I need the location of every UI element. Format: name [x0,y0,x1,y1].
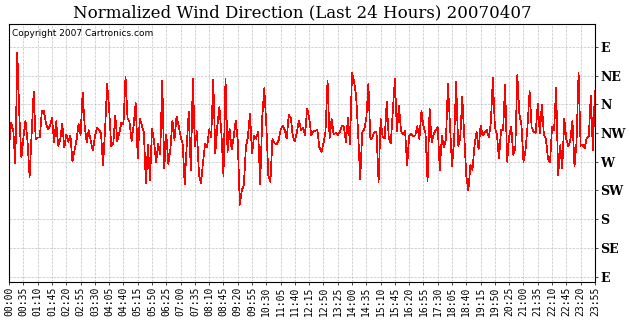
Title: Normalized Wind Direction (Last 24 Hours) 20070407: Normalized Wind Direction (Last 24 Hours… [72,4,531,21]
Text: Copyright 2007 Cartronics.com: Copyright 2007 Cartronics.com [12,29,153,38]
